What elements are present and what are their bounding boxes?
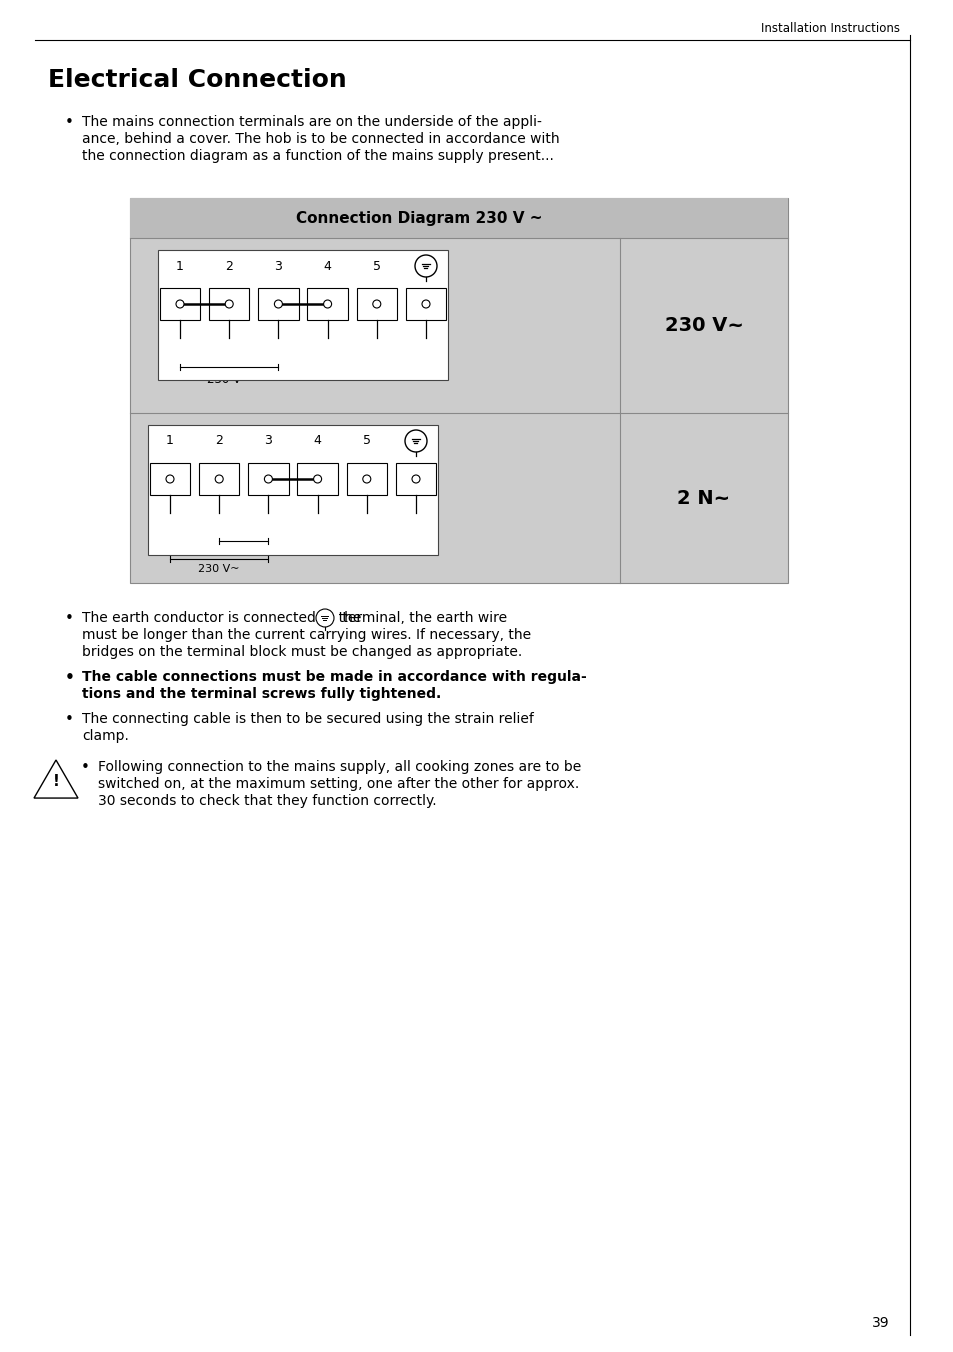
Polygon shape xyxy=(34,760,78,798)
Circle shape xyxy=(274,300,282,308)
Circle shape xyxy=(314,475,321,483)
Bar xyxy=(356,288,396,320)
Text: ance, behind a cover. The hob is to be connected in accordance with: ance, behind a cover. The hob is to be c… xyxy=(82,132,559,146)
Text: Following connection to the mains supply, all cooking zones are to be: Following connection to the mains supply… xyxy=(98,760,580,773)
Text: The mains connection terminals are on the underside of the appli-: The mains connection terminals are on th… xyxy=(82,115,541,128)
Text: clamp.: clamp. xyxy=(82,729,129,744)
Circle shape xyxy=(323,300,332,308)
Text: •: • xyxy=(65,713,73,727)
Bar xyxy=(258,288,298,320)
Text: 5: 5 xyxy=(362,434,371,448)
Bar xyxy=(307,288,348,320)
Text: N: N xyxy=(298,347,308,361)
Text: 2: 2 xyxy=(225,260,233,273)
Bar xyxy=(346,462,387,495)
Text: 5: 5 xyxy=(373,260,380,273)
Bar xyxy=(130,197,787,583)
Text: •: • xyxy=(65,671,74,685)
Circle shape xyxy=(373,300,380,308)
Bar xyxy=(158,250,448,380)
Text: 230 V~: 230 V~ xyxy=(198,564,240,575)
Text: 4: 4 xyxy=(323,260,332,273)
Circle shape xyxy=(225,300,233,308)
Text: switched on, at the maximum setting, one after the other for approx.: switched on, at the maximum setting, one… xyxy=(98,777,578,791)
Text: •: • xyxy=(81,760,90,775)
Circle shape xyxy=(362,475,371,483)
Text: L1: L1 xyxy=(172,347,187,361)
Text: The cable connections must be made in accordance with regula-: The cable connections must be made in ac… xyxy=(82,671,586,684)
Text: Electrical Connection: Electrical Connection xyxy=(48,68,346,92)
Text: 39: 39 xyxy=(871,1315,889,1330)
Text: 4: 4 xyxy=(314,434,321,448)
Circle shape xyxy=(166,475,173,483)
Bar xyxy=(297,462,337,495)
Bar xyxy=(150,462,190,495)
Text: Installation Instructions: Installation Instructions xyxy=(760,22,899,35)
Text: •: • xyxy=(65,115,73,130)
Text: 2 N~: 2 N~ xyxy=(677,488,730,507)
Circle shape xyxy=(405,430,427,452)
Circle shape xyxy=(264,475,273,483)
Text: 30 seconds to check that they function correctly.: 30 seconds to check that they function c… xyxy=(98,794,436,808)
Circle shape xyxy=(415,256,436,277)
Text: PE: PE xyxy=(408,523,423,535)
Circle shape xyxy=(215,475,223,483)
Text: 2: 2 xyxy=(215,434,223,448)
Bar xyxy=(199,462,239,495)
Bar xyxy=(148,425,437,556)
Text: 3: 3 xyxy=(274,260,282,273)
Text: The connecting cable is then to be secured using the strain relief: The connecting cable is then to be secur… xyxy=(82,713,534,726)
Bar xyxy=(160,288,200,320)
Circle shape xyxy=(421,300,430,308)
Text: 1: 1 xyxy=(176,260,184,273)
Text: 230 V~: 230 V~ xyxy=(207,373,251,387)
Text: 230 V~: 230 V~ xyxy=(664,316,742,335)
Text: L1: L1 xyxy=(162,523,177,535)
Text: 1: 1 xyxy=(166,434,173,448)
Text: L2: L2 xyxy=(212,523,227,535)
Bar xyxy=(405,288,446,320)
Text: !: ! xyxy=(52,775,59,790)
Text: PE: PE xyxy=(417,347,434,361)
Circle shape xyxy=(175,300,184,308)
Text: •: • xyxy=(65,611,73,626)
Bar xyxy=(395,462,436,495)
Text: terminal, the earth wire: terminal, the earth wire xyxy=(337,611,507,625)
Text: must be longer than the current carrying wires. If necessary, the: must be longer than the current carrying… xyxy=(82,627,531,642)
Text: 3: 3 xyxy=(264,434,272,448)
Text: tions and the terminal screws fully tightened.: tions and the terminal screws fully tigh… xyxy=(82,687,441,700)
Text: N: N xyxy=(288,523,297,535)
Text: Connection Diagram 230 V ~: Connection Diagram 230 V ~ xyxy=(296,211,542,226)
Text: The earth conductor is connected to the: The earth conductor is connected to the xyxy=(82,611,365,625)
Text: bridges on the terminal block must be changed as appropriate.: bridges on the terminal block must be ch… xyxy=(82,645,521,658)
Bar xyxy=(248,462,288,495)
Bar xyxy=(130,197,787,238)
Circle shape xyxy=(315,608,334,627)
Text: 230 V~: 230 V~ xyxy=(223,546,264,556)
Circle shape xyxy=(412,475,419,483)
Text: the connection diagram as a function of the mains supply present...: the connection diagram as a function of … xyxy=(82,149,554,164)
Bar xyxy=(209,288,249,320)
